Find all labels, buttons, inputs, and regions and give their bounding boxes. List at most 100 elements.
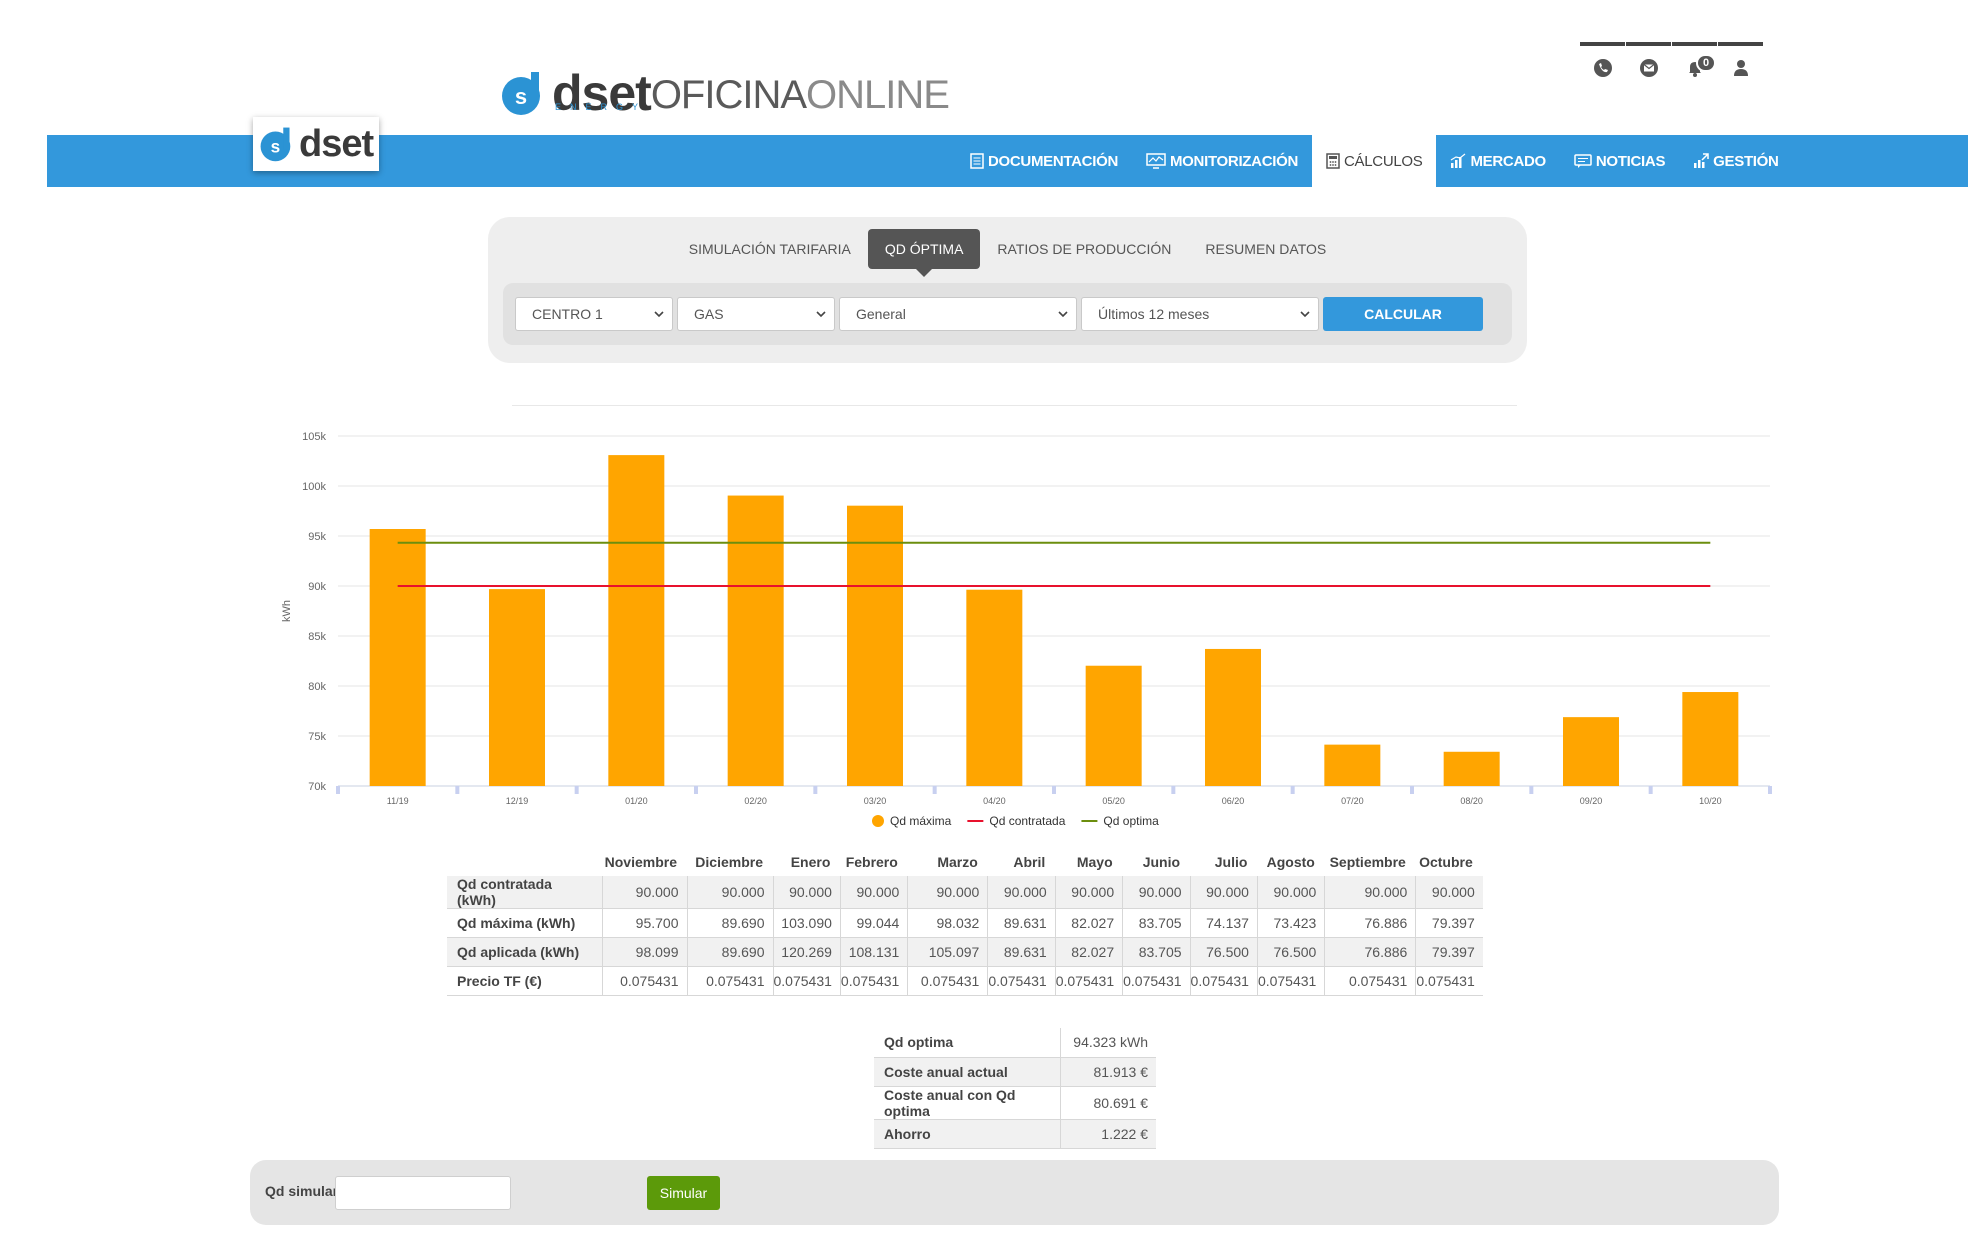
bar-10-20 [1682, 692, 1739, 786]
table-cell: 89.631 [987, 908, 1056, 938]
nav-item-calculos[interactable]: CÁLCULOS [1312, 135, 1437, 187]
x-tick-label: 06/20 [1222, 796, 1245, 806]
mail-button[interactable] [1626, 42, 1671, 82]
legend-label: Qd contratada [989, 814, 1065, 828]
x-tick-mark [813, 786, 818, 794]
tipo-select[interactable]: GAS [677, 297, 835, 331]
summary-row: Coste anual con Qd optima 80.691 € [874, 1086, 1156, 1120]
top-icon-bar: 0 [1580, 42, 1764, 82]
bar-06-20 [1205, 648, 1261, 786]
table-cell: 74.137 [1189, 908, 1258, 938]
table-header-month: Agosto [1266, 854, 1315, 870]
table-cell: 90.000 [772, 876, 841, 909]
bar-09-20 [1563, 717, 1619, 786]
tab-resumen-datos[interactable]: RESUMEN DATOS [1205, 241, 1327, 257]
table-cell: 90.000 [1415, 876, 1483, 909]
logo-text-online: ONLINE [806, 73, 950, 117]
table-cell: 95.700 [601, 908, 687, 938]
x-tick-mark [336, 786, 340, 794]
y-tick-label: 70k [308, 781, 326, 793]
table-row: Qd contratada (kWh) 90.000 90.000 90.000 90.… [447, 876, 1483, 909]
table-row: Qd máxima (kWh) 95.700 89.690 103.090 99.044… [447, 908, 1483, 938]
centro-select[interactable]: CENTRO 1 [515, 297, 673, 331]
tab-qd-optima[interactable]: QD ÓPTIMA [867, 229, 981, 277]
x-tick-label: 02/20 [744, 796, 767, 806]
nav-item-mercado[interactable]: MERCADO [1436, 135, 1559, 187]
y-tick-label: 75k [308, 731, 326, 743]
phone-button[interactable] [1580, 42, 1625, 82]
nav-item-label: NOTICIAS [1595, 152, 1666, 170]
tab-simulacion-tarifaria[interactable]: SIMULACIÓN TARIFARIA [688, 241, 851, 257]
table-header-month: Febrero [845, 854, 898, 870]
table-cell: 90.000 [686, 876, 773, 909]
table-cell: 0.075431 [1256, 966, 1325, 996]
table-header-month: Enero [790, 854, 831, 870]
bar-08-20 [1443, 751, 1500, 786]
x-tick-label: 03/20 [864, 796, 887, 806]
notifications-button[interactable]: 0 [1672, 42, 1717, 82]
monitor-icon [1146, 153, 1166, 169]
dset-logo-small-icon: s [260, 127, 291, 162]
mail-icon [1639, 59, 1658, 77]
simular-button[interactable]: Simular [647, 1176, 720, 1210]
nav-item-gestion[interactable]: GESTIÓN [1679, 135, 1792, 187]
table-row-label: Qd contratada (kWh) [457, 876, 552, 908]
logo-text-main: dset [552, 65, 652, 121]
table-cell: 0.075431 [601, 966, 687, 996]
document-icon [970, 153, 984, 169]
table-cell: 83.705 [1122, 937, 1191, 967]
table-cell: 89.690 [686, 937, 773, 967]
monthly-qd-table: Noviembre Diciembre Enero Febrero Marzo Abril… [447, 848, 1483, 996]
summary-value: 94.323 kWh [1059, 1028, 1156, 1058]
table-cell: 0.075431 [1054, 966, 1123, 996]
qd-simular-input[interactable] [335, 1176, 511, 1210]
periodo-select[interactable]: Últimos 12 meses [1081, 297, 1319, 331]
legend-label: Qd máxima [890, 814, 952, 828]
x-tick-mark [1648, 786, 1653, 794]
table-row-label: Qd máxima (kWh) [457, 915, 576, 931]
nav-item-documentacion[interactable]: DOCUMENTACIÓN [956, 135, 1132, 187]
svg-text:s: s [271, 137, 281, 157]
table-cell: 82.027 [1054, 908, 1123, 938]
summary-row: Qd optima 94.323 kWh [874, 1028, 1156, 1058]
summary-label: Coste anual actual [874, 1057, 1060, 1087]
table-cell: 90.000 [987, 876, 1056, 909]
x-tick-label: 11/19 [387, 796, 409, 806]
x-tick-mark [1529, 786, 1534, 794]
table-cell: 79.397 [1415, 908, 1483, 938]
table-cell: 83.705 [1122, 908, 1191, 938]
site-logo[interactable]: s dset OFICINA ONLINE [500, 58, 950, 121]
nav-item-monitorizacion[interactable]: MONITORIZACIÓN [1132, 135, 1312, 187]
x-tick-mark [574, 786, 579, 794]
calculation-panel: SIMULACIÓN TARIFARIA QD ÓPTIMA RATIOS DE… [488, 217, 1527, 363]
nav-logo[interactable]: s dset [253, 117, 379, 171]
tipo-select-value: GAS [694, 306, 724, 322]
x-tick-label: 01/20 [625, 796, 648, 806]
table-cell: 98.032 [907, 908, 988, 938]
table-row: Precio TF (€) 0.075431 0.075431 0.075431 0.0… [447, 966, 1483, 996]
table-header-month: Julio [1214, 854, 1248, 870]
table-cell: 90.000 [1122, 876, 1191, 909]
table-cell: 90.000 [1189, 876, 1258, 909]
table-header-month: Mayo [1076, 854, 1113, 870]
table-cell: 90.000 [601, 876, 687, 909]
categoria-select[interactable]: General [839, 297, 1077, 331]
table-cell: 120.269 [772, 937, 841, 967]
legend-label: Qd optima [1103, 814, 1159, 828]
bar-02-20 [727, 495, 784, 786]
summary-row: Ahorro 1.222 € [874, 1119, 1156, 1149]
table-header-month: Abril [1013, 854, 1046, 870]
nav-item-label: MERCADO [1470, 152, 1546, 170]
news-icon [1574, 154, 1592, 168]
calcular-button[interactable]: CALCULAR [1323, 297, 1483, 331]
table-cell: 0.075431 [1415, 966, 1483, 996]
x-tick-mark [1410, 786, 1414, 794]
y-axis-label: kWh [281, 600, 293, 622]
user-button[interactable] [1718, 42, 1763, 82]
tab-ratios-produccion[interactable]: RATIOS DE PRODUCCIÓN [997, 241, 1172, 257]
management-icon [1694, 153, 1709, 168]
nav-item-noticias[interactable]: NOTICIAS [1560, 135, 1679, 187]
table-row-label: Qd aplicada (kWh) [457, 944, 580, 960]
chevron-down-icon [1058, 310, 1068, 317]
bar-12-19 [489, 589, 545, 786]
